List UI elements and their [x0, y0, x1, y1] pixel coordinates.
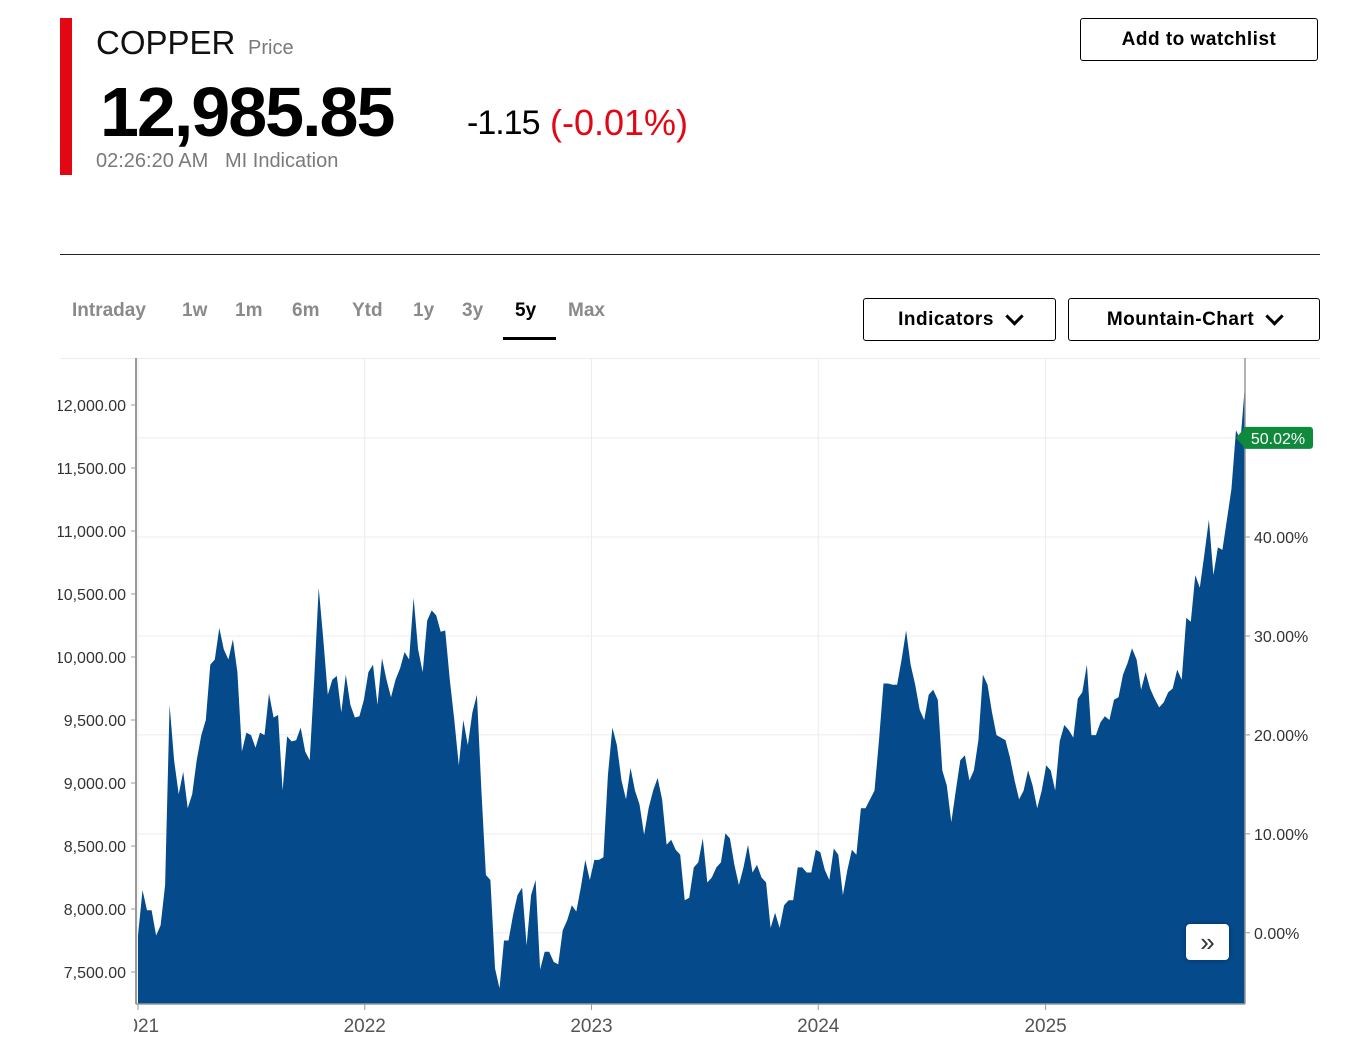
- badge-background: [1243, 426, 1313, 449]
- chart-type-dropdown[interactable]: Mountain-Chart: [1068, 298, 1320, 341]
- y-tick-label: 11,500.00: [56, 461, 126, 478]
- tab-max[interactable]: Max: [568, 300, 605, 321]
- tab-1m[interactable]: 1m: [235, 300, 263, 321]
- active-tab-indicator: [503, 337, 556, 340]
- y-tick-label: 12,000.00: [55, 398, 126, 415]
- indicators-label: Indicators: [898, 308, 994, 330]
- chart-type-label: Mountain-Chart: [1106, 308, 1255, 330]
- badge-pointer: [1236, 429, 1243, 446]
- chevron-down-icon: [1005, 307, 1024, 326]
- current-price: 12,985.85: [100, 73, 395, 151]
- indicators-dropdown[interactable]: Indicators: [863, 298, 1056, 341]
- tab-1y[interactable]: 1y: [413, 300, 435, 321]
- price-area: [138, 384, 1245, 1004]
- tab-1w[interactable]: 1w: [182, 300, 208, 321]
- add-to-watchlist-button[interactable]: Add to watchlist: [1080, 18, 1318, 61]
- y2-tick-label: 30.00%: [1254, 629, 1308, 646]
- tab-3y[interactable]: 3y: [462, 300, 484, 321]
- tab-intraday[interactable]: Intraday: [72, 300, 146, 321]
- y-tick-label: 8,000.00: [64, 902, 126, 919]
- y-tick-label: 8,500.00: [64, 839, 126, 856]
- x-tick-label: 2023: [570, 1016, 612, 1037]
- instrument-name: COPPER: [96, 24, 236, 61]
- tab-6m[interactable]: 6m: [292, 300, 320, 321]
- accent-bar: [60, 18, 72, 175]
- y-tick-label: 7,500.00: [64, 965, 126, 982]
- y2-tick-label: 0.00%: [1254, 926, 1299, 943]
- divider: [60, 254, 1320, 255]
- x-tick-label: 2022: [344, 1016, 386, 1037]
- price-chart[interactable]: 12,000.00 11,500.00 11,000.00 10,500.00 10,0…: [0, 358, 1350, 1054]
- x-tick-label: 2025: [1024, 1016, 1066, 1037]
- scroll-forward-button[interactable]: »: [1186, 924, 1229, 960]
- y-tick-label: 9,500.00: [64, 713, 126, 730]
- price-change: -1.15: [467, 104, 540, 142]
- tab-ytd[interactable]: Ytd: [352, 300, 383, 321]
- y-tick-label: 10,000.00: [55, 650, 126, 667]
- current-change-badge: 50.02%: [1236, 426, 1313, 449]
- y-tick-label: 10,500.00: [55, 587, 126, 604]
- x-tick-label: 2024: [797, 1016, 840, 1037]
- time: 02:26:20 AM: [96, 150, 209, 172]
- double-chevron-right-icon: »: [1200, 926, 1215, 957]
- y-tick-label: 9,000.00: [64, 776, 126, 793]
- price-timestamp: 02:26:20 AM MI Indication: [96, 150, 338, 173]
- chevron-down-icon: [1265, 307, 1284, 326]
- tab-5y[interactable]: 5y: [515, 300, 537, 321]
- price-change-percent: (-0.01%): [550, 102, 689, 143]
- x-tick-label: 2021: [117, 1016, 159, 1037]
- price-source: MI Indication: [224, 150, 339, 172]
- badge-label: 50.02%: [1251, 431, 1305, 448]
- y2-tick-label: 20.00%: [1254, 728, 1308, 745]
- y2-tick-label: 10.00%: [1254, 827, 1308, 844]
- instrument-subtitle: Price: [248, 37, 294, 59]
- y2-tick-label: 40.00%: [1254, 530, 1308, 547]
- y-tick-label: 11,000.00: [56, 524, 126, 541]
